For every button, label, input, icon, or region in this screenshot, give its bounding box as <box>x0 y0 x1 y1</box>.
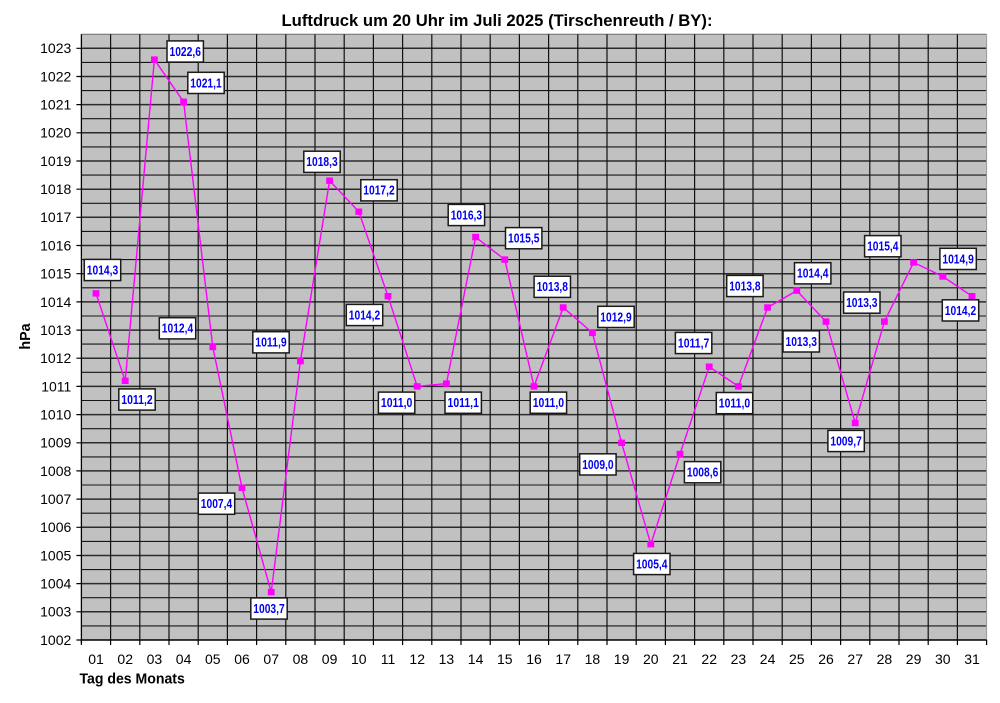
svg-text:1010: 1010 <box>40 407 71 423</box>
svg-text:1012,4: 1012,4 <box>162 322 193 336</box>
svg-text:28: 28 <box>877 651 893 667</box>
svg-text:20: 20 <box>643 651 659 667</box>
svg-text:25: 25 <box>789 651 805 667</box>
svg-text:1007: 1007 <box>40 491 71 507</box>
svg-text:1014,4: 1014,4 <box>797 267 828 281</box>
svg-text:1012,9: 1012,9 <box>600 310 631 324</box>
svg-text:1004: 1004 <box>40 576 71 592</box>
svg-text:14: 14 <box>468 651 484 667</box>
svg-text:1006: 1006 <box>40 519 71 535</box>
svg-text:1023: 1023 <box>40 40 71 56</box>
svg-text:1008,6: 1008,6 <box>687 466 718 480</box>
svg-text:1009,7: 1009,7 <box>830 434 861 448</box>
svg-text:1008: 1008 <box>40 463 71 479</box>
svg-text:1011,0: 1011,0 <box>533 396 564 410</box>
svg-text:1013: 1013 <box>40 322 71 338</box>
svg-text:18: 18 <box>585 651 601 667</box>
svg-text:31: 31 <box>964 651 980 667</box>
svg-text:13: 13 <box>439 651 455 667</box>
svg-text:1013,3: 1013,3 <box>846 296 877 310</box>
svg-text:1011,1: 1011,1 <box>448 396 479 410</box>
svg-text:1017: 1017 <box>40 209 71 225</box>
svg-text:22: 22 <box>701 651 717 667</box>
svg-text:1009,0: 1009,0 <box>582 458 613 472</box>
svg-text:1005,4: 1005,4 <box>636 557 667 571</box>
svg-text:1011,2: 1011,2 <box>121 393 152 407</box>
svg-text:17: 17 <box>555 651 571 667</box>
svg-text:15: 15 <box>497 651 513 667</box>
svg-text:1003,7: 1003,7 <box>253 602 284 616</box>
svg-text:1021,1: 1021,1 <box>190 76 221 90</box>
svg-text:04: 04 <box>176 651 192 667</box>
svg-text:07: 07 <box>263 651 279 667</box>
svg-text:1017,2: 1017,2 <box>363 184 394 198</box>
svg-text:19: 19 <box>614 651 630 667</box>
svg-text:1005: 1005 <box>40 547 71 563</box>
svg-text:29: 29 <box>906 651 922 667</box>
svg-text:1011,0: 1011,0 <box>719 397 750 411</box>
svg-text:1007,4: 1007,4 <box>201 497 232 511</box>
svg-text:1014,3: 1014,3 <box>87 263 118 277</box>
svg-text:08: 08 <box>293 651 309 667</box>
svg-text:02: 02 <box>117 651 133 667</box>
svg-text:1015: 1015 <box>40 266 71 282</box>
svg-text:27: 27 <box>847 651 863 667</box>
svg-text:1011,9: 1011,9 <box>255 336 286 350</box>
svg-text:06: 06 <box>234 651 250 667</box>
svg-text:1019: 1019 <box>40 153 71 169</box>
svg-text:1014: 1014 <box>40 294 71 310</box>
svg-text:1003: 1003 <box>40 604 71 620</box>
svg-text:hPa: hPa <box>18 322 34 349</box>
svg-text:12: 12 <box>409 651 425 667</box>
svg-text:30: 30 <box>935 651 951 667</box>
svg-text:1015,4: 1015,4 <box>867 240 898 254</box>
svg-text:10: 10 <box>351 651 367 667</box>
svg-text:1022,6: 1022,6 <box>170 45 201 59</box>
svg-text:1011,7: 1011,7 <box>678 336 709 350</box>
svg-text:1002: 1002 <box>40 632 71 648</box>
svg-text:1009: 1009 <box>40 435 71 451</box>
svg-text:1015,5: 1015,5 <box>508 232 539 246</box>
svg-text:1014,2: 1014,2 <box>349 308 380 322</box>
svg-text:21: 21 <box>672 651 688 667</box>
svg-text:24: 24 <box>760 651 776 667</box>
svg-text:03: 03 <box>147 651 163 667</box>
svg-text:1011,0: 1011,0 <box>381 396 412 410</box>
svg-text:1018: 1018 <box>40 181 71 197</box>
svg-text:1020: 1020 <box>40 125 71 141</box>
svg-text:09: 09 <box>322 651 338 667</box>
svg-text:1013,3: 1013,3 <box>786 335 817 349</box>
svg-text:1012: 1012 <box>40 350 71 366</box>
svg-text:1022: 1022 <box>40 68 71 84</box>
svg-text:Tag des Monats: Tag des Monats <box>80 672 185 688</box>
svg-text:1011: 1011 <box>41 378 71 394</box>
svg-text:05: 05 <box>205 651 221 667</box>
svg-text:1018,3: 1018,3 <box>306 155 337 169</box>
svg-text:1013,8: 1013,8 <box>537 280 568 294</box>
svg-text:1014,9: 1014,9 <box>942 252 973 266</box>
svg-text:1016,3: 1016,3 <box>451 208 482 222</box>
svg-text:11: 11 <box>381 651 396 667</box>
svg-text:26: 26 <box>818 651 834 667</box>
svg-text:16: 16 <box>526 651 542 667</box>
svg-text:1013,8: 1013,8 <box>729 279 760 293</box>
svg-text:01: 01 <box>88 651 104 667</box>
svg-text:1016: 1016 <box>40 237 71 253</box>
svg-text:1021: 1021 <box>40 97 71 113</box>
svg-text:Luftdruck um 20 Uhr im Juli 20: Luftdruck um 20 Uhr im Juli 2025 (Tirsch… <box>282 12 713 30</box>
svg-text:23: 23 <box>731 651 747 667</box>
svg-text:1014,2: 1014,2 <box>945 304 976 318</box>
